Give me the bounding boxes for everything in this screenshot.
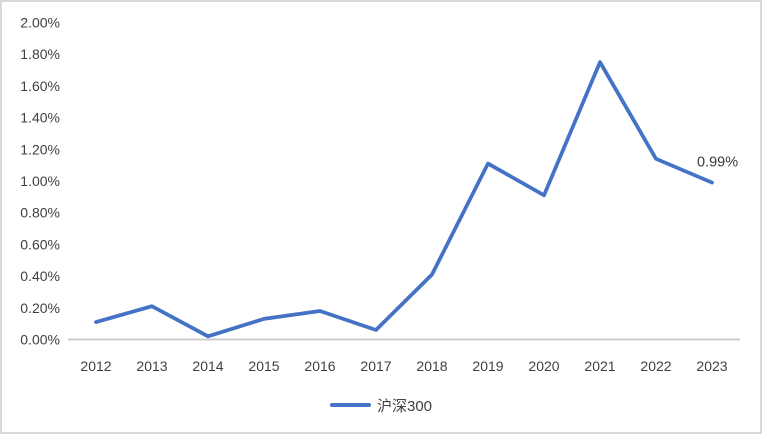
x-axis-tick-label: 2018 — [416, 358, 447, 374]
y-axis-tick-label: 1.80% — [20, 46, 60, 62]
x-axis-tick-label: 2021 — [584, 358, 615, 374]
x-axis-tick-label: 2012 — [80, 358, 111, 374]
x-axis-tick-label: 2023 — [696, 358, 727, 374]
series-line — [94, 60, 714, 339]
y-axis-tick-label: 0.40% — [20, 268, 60, 284]
x-axis-tick-label: 2019 — [472, 358, 503, 374]
y-axis-tick-label: 0.60% — [20, 236, 60, 252]
y-axis-tick-label: 1.00% — [20, 173, 60, 189]
legend-label: 沪深300 — [376, 397, 433, 415]
y-axis-tick-label: 0.00% — [20, 332, 60, 348]
y-axis-tick-label: 0.20% — [20, 300, 60, 316]
y-axis-tick-label: 1.60% — [20, 78, 60, 94]
data-label-2023: 0.99% — [697, 155, 738, 171]
legend: 沪深300 — [0, 395, 762, 415]
y-axis-tick-label: 0.80% — [20, 205, 60, 221]
x-axis-tick-label: 2014 — [192, 358, 223, 374]
legend-line-swatch — [329, 403, 371, 407]
x-axis-tick-label: 2015 — [248, 358, 279, 374]
y-axis-tick-label: 1.20% — [20, 141, 60, 157]
x-axis-tick-label: 2022 — [640, 358, 671, 374]
x-axis-tick-label: 2016 — [304, 358, 335, 374]
y-axis-tick-label: 2.00% — [20, 15, 60, 31]
x-axis-tick-label: 2017 — [360, 358, 391, 374]
x-axis-tick-label: 2013 — [136, 358, 167, 374]
x-axis-tick-label: 2020 — [528, 358, 559, 374]
y-axis-tick-label: 1.40% — [20, 110, 60, 126]
